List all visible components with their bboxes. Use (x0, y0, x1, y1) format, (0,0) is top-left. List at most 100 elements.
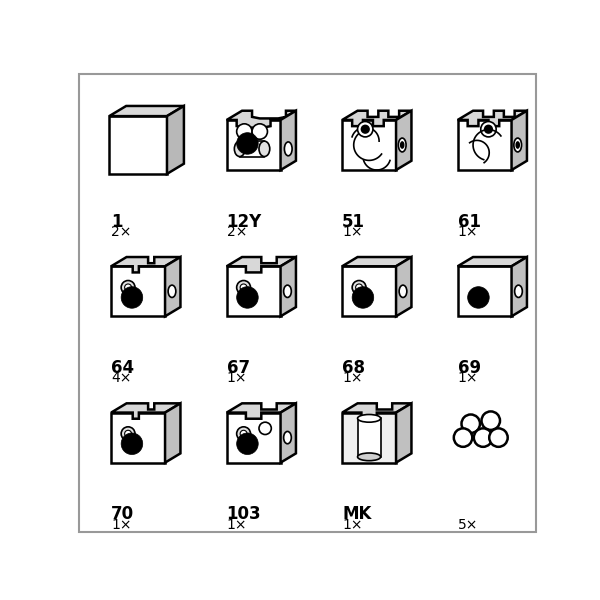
Polygon shape (458, 257, 527, 266)
Ellipse shape (400, 141, 404, 149)
Ellipse shape (168, 285, 176, 298)
Polygon shape (396, 403, 412, 463)
Text: 103: 103 (227, 505, 261, 523)
Text: MK: MK (342, 505, 371, 523)
Circle shape (236, 281, 251, 295)
Polygon shape (342, 413, 396, 463)
Ellipse shape (284, 285, 292, 298)
Text: 51: 51 (342, 212, 365, 230)
Circle shape (481, 122, 496, 137)
Text: 1×: 1× (111, 518, 131, 532)
Polygon shape (167, 106, 184, 174)
Circle shape (474, 428, 493, 447)
Text: 2×: 2× (111, 225, 131, 239)
Text: 12Y: 12Y (227, 212, 262, 230)
Text: 1×: 1× (458, 225, 478, 239)
Text: 1×: 1× (342, 371, 362, 385)
Polygon shape (281, 111, 296, 170)
Polygon shape (165, 403, 181, 463)
Circle shape (489, 428, 508, 447)
Circle shape (484, 125, 493, 134)
Text: 4×: 4× (111, 371, 131, 385)
Circle shape (240, 430, 247, 437)
Ellipse shape (515, 141, 520, 149)
Circle shape (454, 428, 472, 447)
Ellipse shape (515, 285, 523, 298)
Polygon shape (458, 111, 527, 126)
Text: 61: 61 (458, 212, 481, 230)
Polygon shape (396, 111, 412, 170)
Polygon shape (227, 111, 296, 128)
Polygon shape (111, 257, 181, 272)
Text: 1×: 1× (458, 371, 478, 385)
Polygon shape (165, 257, 181, 316)
Polygon shape (227, 403, 296, 419)
Polygon shape (281, 403, 296, 463)
Polygon shape (227, 120, 281, 170)
Polygon shape (512, 111, 527, 170)
Polygon shape (109, 116, 167, 174)
Circle shape (121, 287, 143, 308)
Polygon shape (342, 266, 396, 316)
Circle shape (125, 284, 131, 291)
Polygon shape (396, 257, 412, 316)
Text: 64: 64 (111, 359, 134, 377)
Text: 67: 67 (227, 359, 250, 377)
Circle shape (482, 412, 500, 430)
Polygon shape (458, 120, 512, 170)
Circle shape (252, 124, 268, 139)
Ellipse shape (284, 142, 292, 156)
Circle shape (236, 433, 258, 455)
Ellipse shape (259, 141, 270, 157)
Circle shape (356, 284, 362, 291)
Ellipse shape (514, 138, 521, 152)
Polygon shape (109, 106, 184, 116)
Circle shape (358, 122, 373, 137)
Text: 69: 69 (458, 359, 481, 377)
Text: 5×: 5× (458, 518, 478, 532)
Circle shape (259, 422, 271, 434)
Ellipse shape (358, 453, 380, 461)
Text: 1: 1 (111, 212, 122, 230)
Text: 1×: 1× (342, 518, 362, 532)
Polygon shape (227, 257, 296, 272)
Polygon shape (342, 111, 412, 126)
Circle shape (236, 124, 252, 139)
Text: 1×: 1× (227, 518, 247, 532)
Polygon shape (111, 413, 165, 463)
Circle shape (236, 133, 258, 154)
Ellipse shape (358, 415, 380, 422)
Polygon shape (458, 266, 512, 316)
Text: 70: 70 (111, 505, 134, 523)
Circle shape (121, 281, 135, 295)
Circle shape (467, 287, 489, 308)
Text: 68: 68 (342, 359, 365, 377)
Polygon shape (111, 403, 181, 419)
Circle shape (121, 433, 143, 455)
Polygon shape (342, 403, 412, 419)
Polygon shape (358, 418, 380, 457)
Ellipse shape (284, 431, 292, 444)
Polygon shape (111, 266, 165, 316)
Polygon shape (342, 257, 412, 266)
Circle shape (352, 281, 366, 295)
Ellipse shape (399, 285, 407, 298)
Text: 1×: 1× (227, 371, 247, 385)
Circle shape (236, 287, 258, 308)
Text: 2×: 2× (227, 225, 247, 239)
Ellipse shape (398, 138, 406, 152)
Circle shape (352, 287, 374, 308)
Circle shape (240, 284, 247, 291)
Circle shape (125, 430, 131, 437)
Polygon shape (512, 257, 527, 316)
Circle shape (461, 415, 480, 433)
Text: 1×: 1× (342, 225, 362, 239)
Circle shape (121, 427, 135, 440)
Circle shape (361, 125, 370, 134)
Ellipse shape (235, 141, 245, 157)
Polygon shape (342, 120, 396, 170)
Polygon shape (227, 413, 281, 463)
Circle shape (236, 427, 251, 440)
Polygon shape (227, 266, 281, 316)
Polygon shape (281, 257, 296, 316)
